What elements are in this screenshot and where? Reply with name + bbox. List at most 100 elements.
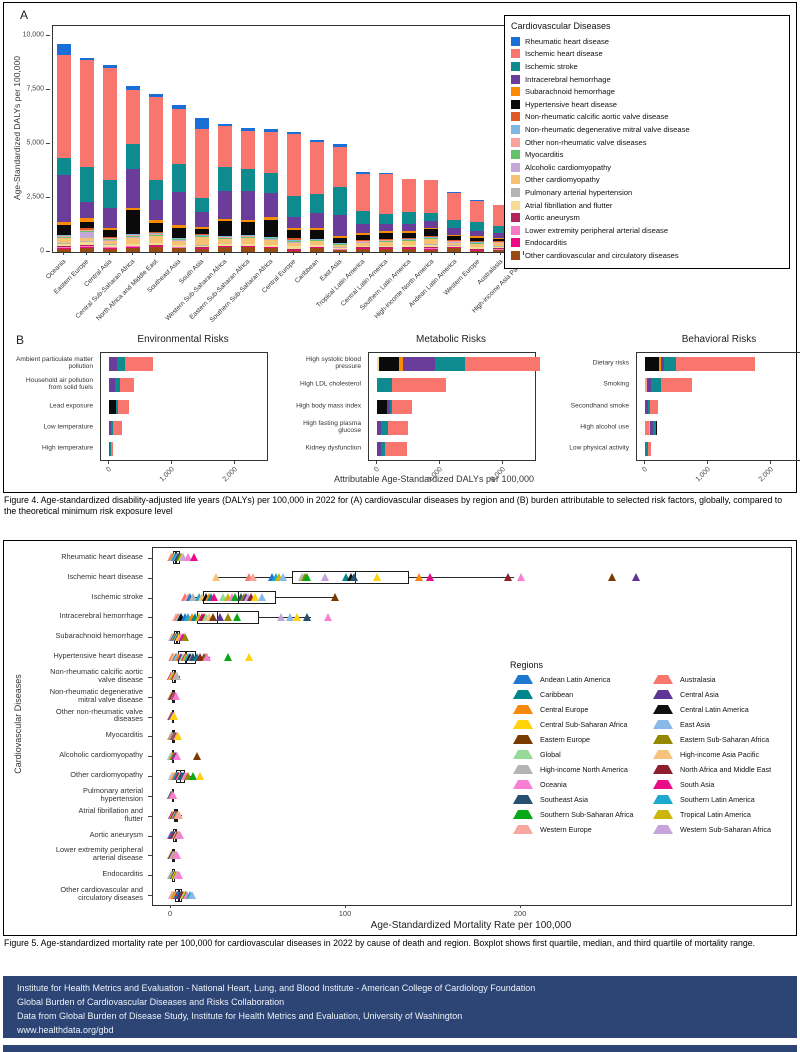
legend-swatch [511,49,520,59]
bar-segment [401,247,416,248]
region-point [189,593,198,602]
legend-swatch [511,150,520,160]
footer-link[interactable]: www.healthdata.org/gbd [17,1024,114,1035]
x-tick-mark [132,251,134,255]
risk-row-label: Low physical activity [569,444,629,452]
bar-segment [401,248,416,249]
bar-segment [424,248,439,250]
bar-segment [401,179,416,212]
bar-segment [309,239,324,240]
x-tick-mark [170,461,172,464]
y-tick-label: 0 [40,247,44,255]
region-point [341,573,350,582]
region-point [245,652,254,661]
legend-label: Non-rheumatic degenerative mitral valve … [525,124,690,134]
bar-segment [424,247,439,249]
bar-segment [263,244,278,246]
bar-segment [645,356,660,371]
legend-label: South Asia [680,779,715,789]
legend-item: Other cardiomyopathy [511,174,783,187]
bar-segment [424,235,439,238]
bar-segment [263,237,278,239]
bar-segment [309,229,324,239]
bar-segment [57,249,72,252]
bar-segment [218,243,233,245]
legend-swatch [511,99,520,109]
bar-segment [355,224,370,233]
disease-row-label: Aortic aneurysm [89,829,143,839]
bar-segment [651,378,662,393]
bar-segment [240,127,255,132]
disease-row-label: Alcoholic cardiomyopathy [59,750,143,760]
bar-segment [109,420,111,435]
legend-label: Tropical Latin America [680,809,751,819]
triangle-marker-icon [653,675,673,684]
bar-segment [103,240,118,245]
bar-segment [659,356,661,371]
stacked-bar [493,204,508,252]
bar-segment [195,236,210,238]
bar-segment [126,90,141,145]
bar-segment [172,238,187,239]
legend-label: Central Sub-Saharan Africa [540,719,628,729]
bar-segment [172,109,187,165]
bar-segment [647,399,650,414]
risk-chart-title: Environmental Risks [137,334,229,345]
bar-segment [109,356,118,371]
triangle-marker-icon [653,780,673,789]
bar-segment [470,244,485,247]
y-tick-mark [148,657,152,659]
triangle-marker-icon [513,765,533,774]
bar-segment [332,247,347,249]
panel-a-x-axis-labels: Oceania Eastern Europe Central Asia Central… [45,255,534,329]
legend-label: Atrial fibrillation and flutter [525,200,613,210]
bar-segment [149,246,164,248]
bar-segment [80,246,95,247]
bar-segment [172,239,187,241]
bar-segment [80,247,95,252]
bar-segment [286,243,301,246]
figure5-plot: Regions Andean Latin America Australasia Ca… [148,547,792,906]
stacked-bar [149,94,164,252]
legend-swatch [511,213,520,223]
risk-bar [377,356,541,371]
risk-bar [109,399,130,414]
bar-segment [57,175,72,222]
figure5-row-labels: Rheumatic heart disease Ischemic heart di… [16,547,146,904]
bar-segment [149,236,164,243]
bar-segment [470,241,485,243]
legend-item: Atrial fibrillation and flutter [511,199,783,212]
x-tick-mark [247,251,249,255]
bar-segment [645,399,648,414]
bar-segment [240,235,255,236]
bar-segment [378,246,393,248]
legend-swatch [511,175,520,185]
legend-swatch [511,112,520,122]
panel-a-legend: Cardiovascular Diseases Rheumatic heart … [504,15,790,269]
bar-segment [263,247,278,249]
x-tick-mark [644,461,645,464]
y-tick-mark [148,895,152,897]
bar-segment [447,242,462,246]
panel-b-x-axis-label: Attributable Age-Standardized DALYs per … [334,474,534,484]
legend-label: North Africa and Middle East [680,764,772,774]
legend-item: Australasia [650,673,786,686]
bar-segment [218,246,233,248]
bar-segment [80,230,95,232]
y-tick-mark [46,89,50,90]
bar-segment [447,247,462,248]
bar-segment [447,192,462,220]
y-tick-mark [148,736,152,738]
legend-label: Alcoholic cardiomyopathy [525,162,612,172]
legend-label: High-income North America [540,764,628,774]
risk-row-label: High body mass index [296,401,361,409]
risk-bar [645,442,652,457]
risk-row-label: High temperature [42,444,93,452]
region-point [248,573,257,582]
legend-item: Subarachnoid hemorrhage [511,85,783,98]
bar-segment [493,241,508,243]
legend-item: Eastern Europe [510,733,646,746]
legend-item: Caribbean [510,688,646,701]
risk-row-label: Kidney dysfunction [305,444,361,452]
bar-segment [286,240,301,242]
